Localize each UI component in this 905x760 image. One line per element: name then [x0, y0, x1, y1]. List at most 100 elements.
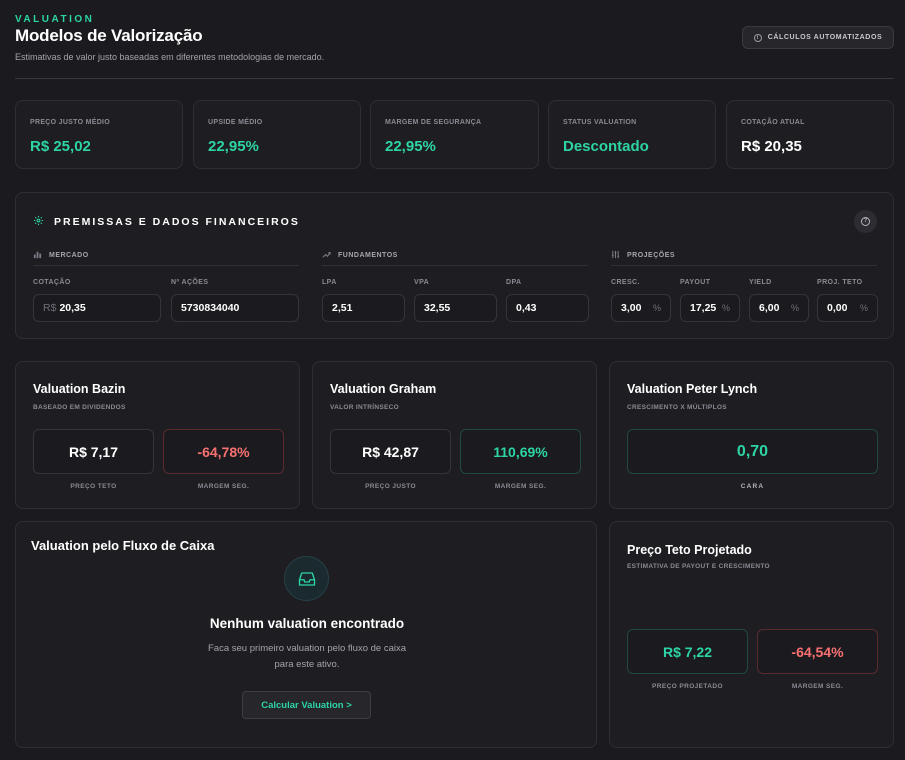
stat-card-status: STATUS VALUATION Descontado — [548, 100, 716, 169]
help-button[interactable]: ? — [854, 210, 877, 233]
input-value: 32,55 — [424, 302, 451, 314]
group-header-mercado: MERCADO — [33, 250, 89, 261]
inbox-icon — [284, 556, 329, 601]
stat-label: UPSIDE MÉDIO — [208, 119, 263, 126]
percent-suffix: % — [721, 303, 730, 313]
empty-state-text: Faca seu primeiro valuation pelo fluxo d… — [207, 643, 407, 670]
stat-card-safety-margin: MARGEM DE SEGURANÇA 22,95% — [370, 100, 539, 169]
graham-margin: 110,69% — [460, 429, 581, 474]
stat-label: STATUS VALUATION — [563, 119, 637, 126]
input-value: 5730834040 — [181, 302, 240, 314]
field-label-dpa: DPA — [506, 279, 522, 286]
percent-suffix: % — [790, 303, 799, 313]
payout-input[interactable]: 17,25 % — [680, 294, 740, 322]
metric-caption: MARGEM SEG. — [494, 483, 547, 490]
graham-card: Valuation Graham VALOR INTRÍNSECO R$ 42,… — [312, 361, 597, 509]
sliders-icon — [611, 250, 620, 261]
info-icon: i — [753, 33, 762, 42]
teto-margin: -64,54% — [757, 629, 878, 674]
stat-value: 22,95% — [208, 138, 259, 155]
input-value: 6,00 — [759, 302, 780, 314]
field-label-acoes: Nº AÇÕES — [171, 279, 209, 286]
field-label-yield: YIELD — [749, 279, 772, 286]
stat-value: Descontado — [563, 138, 649, 155]
yield-input[interactable]: 6,00 % — [749, 294, 809, 322]
peter-lynch-card: Valuation Peter Lynch CRESCIMENTO X MÚLT… — [609, 361, 894, 509]
bar-chart-icon — [33, 250, 42, 261]
cresc-input[interactable]: 3,00 % — [611, 294, 671, 322]
currency-prefix: R$ — [43, 302, 57, 314]
proj-teto-input[interactable]: 0,00 % — [817, 294, 878, 322]
card-title: Valuation Bazin — [33, 382, 126, 396]
field-label-cotacao: COTAÇÃO — [33, 279, 71, 286]
field-label-proj-teto: PROJ. TETO — [817, 279, 863, 286]
group-divider — [33, 265, 299, 266]
lynch-verdict: CARA — [740, 483, 765, 490]
card-subtitle: ESTIMATIVA DE PAYOUT E CRESCIMENTO — [627, 563, 770, 570]
trend-up-icon — [322, 250, 331, 261]
automated-calculations-badge[interactable]: i CÁLCULOS AUTOMATIZADOS — [742, 26, 894, 49]
group-header-projecoes: PROJEÇÕES — [611, 250, 675, 261]
input-value: 0,43 — [516, 302, 537, 314]
help-icon: ? — [861, 217, 870, 226]
bazin-margin: -64,78% — [163, 429, 284, 474]
group-label: MERCADO — [49, 252, 89, 259]
page-subtitle: Estimativas de valor justo baseadas em d… — [15, 52, 325, 62]
metric-caption: PREÇO PROJETADO — [652, 683, 723, 690]
input-value: 2,51 — [332, 302, 353, 314]
group-label: FUNDAMENTOS — [338, 252, 398, 259]
header-divider — [15, 78, 894, 79]
group-label: PROJEÇÕES — [627, 252, 676, 259]
input-value: 20,35 — [59, 302, 86, 314]
teto-price: R$ 7,22 — [627, 629, 748, 674]
metric-caption: PREÇO JUSTO — [365, 483, 416, 490]
card-title: Valuation pelo Fluxo de Caixa — [31, 538, 215, 553]
input-value: 17,25 — [690, 302, 717, 314]
card-subtitle: BASEADO EM DIVIDENDOS — [33, 404, 126, 411]
bazin-card: Valuation Bazin BASEADO EM DIVIDENDOS R$… — [15, 361, 300, 509]
stat-value: 22,95% — [385, 138, 436, 155]
card-title: Valuation Peter Lynch — [627, 382, 758, 396]
percent-suffix: % — [652, 303, 661, 313]
empty-state-title: Nenhum valuation encontrado — [209, 616, 405, 631]
field-label-vpa: VPA — [414, 279, 430, 286]
lynch-value: 0,70 — [627, 429, 878, 474]
stat-card-fair-price: PREÇO JUSTO MÉDIO R$ 25,02 — [15, 100, 183, 169]
preco-teto-projetado-card: Preço Teto Projetado ESTIMATIVA DE PAYOU… — [609, 521, 894, 748]
input-value: 0,00 — [827, 302, 848, 314]
section-eyebrow: VALUATION — [15, 14, 95, 25]
lpa-input[interactable]: 2,51 — [322, 294, 405, 322]
group-divider — [322, 265, 588, 266]
stat-card-current-quote: COTAÇÃO ATUAL R$ 20,35 — [726, 100, 894, 169]
calculate-valuation-button[interactable]: Calcular Valuation > — [242, 691, 371, 719]
stat-value: R$ 25,02 — [30, 138, 91, 155]
metric-caption: MARGEM SEG. — [197, 483, 250, 490]
card-title: Valuation Graham — [330, 382, 437, 396]
stat-card-upside: UPSIDE MÉDIO 22,95% — [193, 100, 361, 169]
vpa-input[interactable]: 32,55 — [414, 294, 497, 322]
card-subtitle: CRESCIMENTO X MÚLTIPLOS — [627, 404, 727, 411]
page-title: Modelos de Valorização — [15, 26, 203, 45]
group-header-fundamentos: FUNDAMENTOS — [322, 250, 398, 261]
metric-caption: PREÇO TETO — [70, 483, 117, 490]
automated-calculations-label: CÁLCULOS AUTOMATIZADOS — [767, 34, 883, 41]
percent-suffix: % — [859, 303, 868, 313]
stat-label: PREÇO JUSTO MÉDIO — [30, 119, 111, 126]
stat-value: R$ 20,35 — [741, 138, 802, 155]
stat-label: COTAÇÃO ATUAL — [741, 119, 805, 126]
field-label-lpa: LPA — [322, 279, 337, 286]
num-acoes-input[interactable]: 5730834040 — [171, 294, 299, 322]
card-subtitle: VALOR INTRÍNSECO — [330, 404, 399, 411]
cotacao-input[interactable]: R$ 20,35 — [33, 294, 161, 322]
premissas-panel: PREMISSAS E DADOS FINANCEIROS ? MERCADO … — [15, 192, 894, 339]
premissas-title: PREMISSAS E DADOS FINANCEIROS — [54, 216, 300, 228]
graham-price: R$ 42,87 — [330, 429, 451, 474]
dpa-input[interactable]: 0,43 — [506, 294, 589, 322]
field-label-payout: PAYOUT — [680, 279, 711, 286]
bazin-price: R$ 7,17 — [33, 429, 154, 474]
metric-caption: MARGEM SEG. — [791, 683, 844, 690]
field-label-cresc: CRESC. — [611, 279, 640, 286]
fluxo-caixa-card: Valuation pelo Fluxo de Caixa Nenhum val… — [15, 521, 597, 748]
gear-icon — [33, 215, 44, 226]
card-title: Preço Teto Projetado — [627, 543, 752, 557]
